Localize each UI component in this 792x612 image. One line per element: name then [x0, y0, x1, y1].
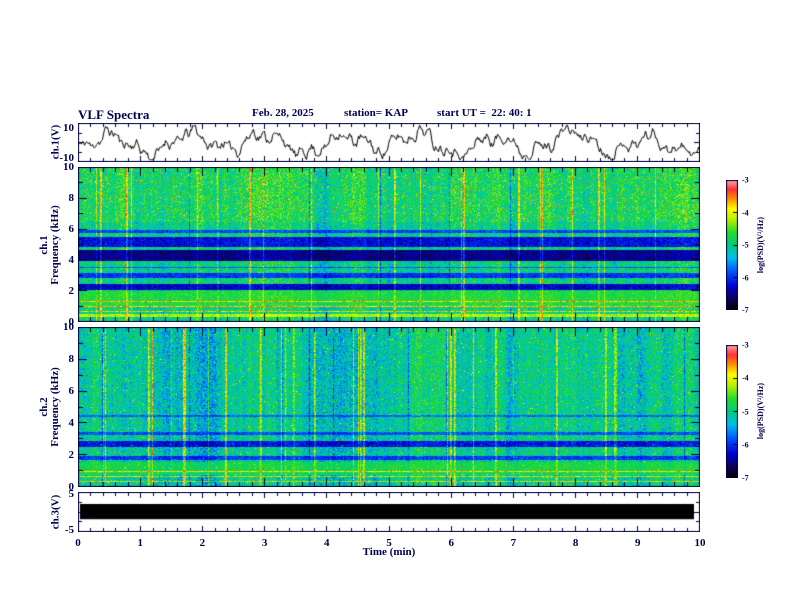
- ch1-spectrogram-canvas: [78, 167, 700, 322]
- colorbar2-tick-label: -6: [742, 440, 749, 450]
- time-tick-label: 7: [510, 537, 517, 549]
- ch2-spectrogram-canvas: [78, 327, 700, 487]
- colorbar2-tick-label: -5: [742, 407, 749, 416]
- colorbar1-axis-label: log(PSD)(V²/Hz): [756, 216, 765, 274]
- ch2-freq-tick-label: 10: [63, 321, 74, 333]
- colorbar1-tick-label: -4: [742, 208, 749, 217]
- ch1-frequency-axis-label: ch.1 Frequency (kHz): [38, 205, 61, 285]
- time-tick-label: 3: [261, 537, 268, 549]
- ch3-voltage-axis-label: ch.3(V): [49, 494, 62, 530]
- colorbar1-tick-label: -7: [742, 305, 749, 315]
- start-ut-label: start UT = 22: 40: 1: [437, 107, 532, 119]
- colorbar2-axis-label: log(PSD)(V²/Hz): [756, 382, 765, 440]
- colorbar2-tick-label: -7: [742, 473, 749, 483]
- colorbar1-tick-label: -5: [742, 240, 749, 250]
- ch3-volt-tick-label: 5: [68, 488, 75, 500]
- ch2-freq-tick-label: 2: [68, 449, 75, 461]
- ch2-freq-tick-label: 6: [68, 385, 75, 397]
- time-tick-label: 6: [448, 537, 454, 549]
- colorbar1-tick-label: -6: [742, 273, 749, 282]
- ch2-freq-tick-label: 4: [68, 417, 75, 429]
- colorbar1-tick-label: -3: [742, 175, 749, 185]
- time-tick-label: 8: [572, 537, 579, 549]
- ch2-freq-tick-label: 8: [68, 353, 75, 365]
- plot-title: VLF Spectra: [78, 107, 150, 122]
- ch2-freq-tick-label: 0: [68, 481, 75, 493]
- ch1-freq-tick-label: 10: [63, 161, 74, 173]
- time-tick-label: 4: [324, 537, 330, 549]
- ch1-axis-frequency: Frequency (kHz): [49, 205, 61, 285]
- ch2-axis-frequency: Frequency (kHz): [49, 367, 61, 447]
- ch1-freq-tick-label: 6: [68, 223, 75, 235]
- station-label: station= KAP: [344, 107, 409, 119]
- ch1-volt-tick-label: -10: [59, 152, 74, 164]
- ch3-waveform-canvas: [78, 492, 700, 532]
- time-axis-label: Time (min): [362, 546, 416, 558]
- time-tick-label: 2: [199, 537, 206, 549]
- time-tick-label: 1: [137, 537, 143, 549]
- colorbar2-tick-label: -3: [742, 340, 749, 350]
- time-tick-label: 0: [75, 537, 81, 549]
- plot-date: Feb. 28, 2025: [252, 107, 314, 119]
- ch3-volt-tick-label: -5: [64, 524, 74, 536]
- ch1-freq-tick-label: 2: [68, 285, 75, 297]
- time-tick-label: 9: [635, 537, 641, 549]
- ch1-volt-tick-label: 10: [63, 122, 74, 134]
- ch1-freq-tick-label: 4: [68, 254, 75, 266]
- time-tick-label: 5: [386, 537, 392, 549]
- colorbar-ch1-canvas: [726, 180, 738, 310]
- ch2-frequency-axis-label: ch.2 Frequency (kHz): [38, 367, 61, 447]
- ch1-freq-tick-label: 8: [68, 192, 75, 204]
- ch1-waveform-canvas: [78, 123, 700, 162]
- colorbar-ch2-canvas: [726, 345, 738, 478]
- colorbar2-tick-label: -4: [742, 373, 749, 383]
- time-tick-label: 10: [694, 537, 706, 549]
- ch1-freq-tick-label: 0: [68, 316, 75, 328]
